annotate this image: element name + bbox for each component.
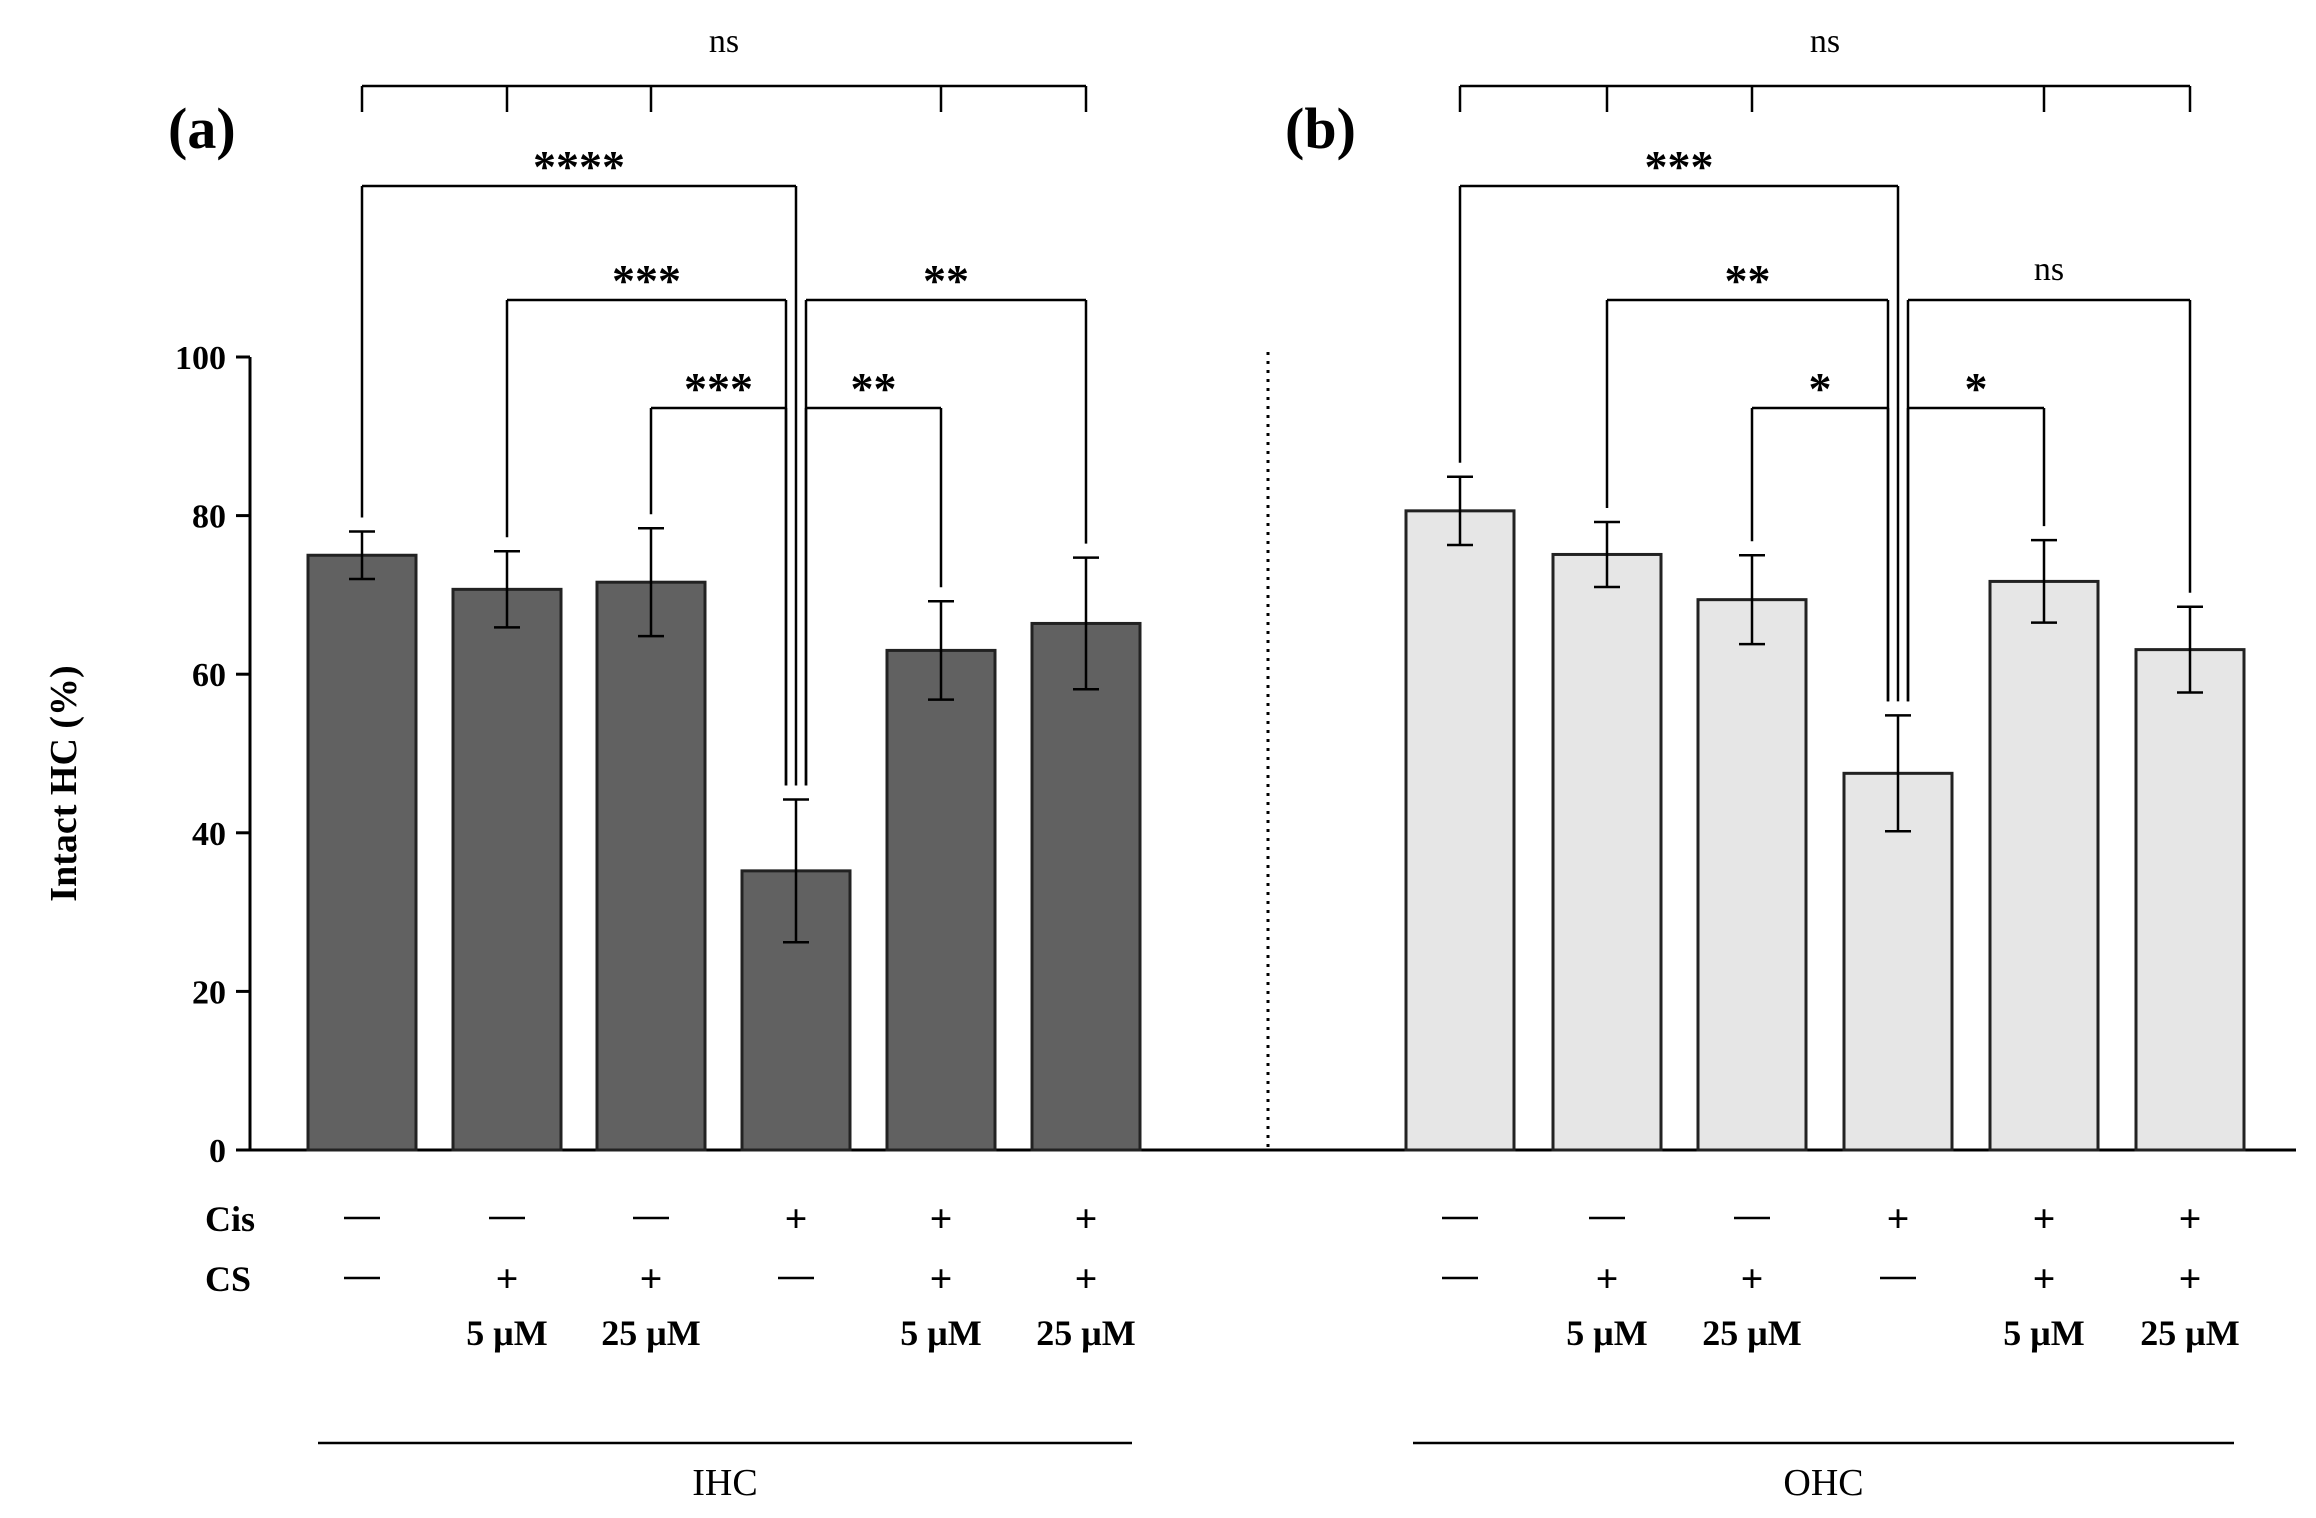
- labels: Cis CS (a) +5 μM +25 μM + + +5 μM + +25 μM IHC (b) +…: [168, 96, 2240, 1504]
- significance-label: *: [1809, 363, 1832, 414]
- panel-label: (b): [1285, 96, 1356, 161]
- y-tick-label: 40: [192, 816, 226, 853]
- cis-symbol-plus: +: [1075, 1196, 1098, 1241]
- concentration-label: 5 μM: [2003, 1313, 2084, 1353]
- axes: 0 20 40 60 80 100 Intact HC (%): [43, 340, 2296, 1170]
- significance-label: ***: [612, 255, 681, 306]
- concentration-label: 5 μM: [466, 1313, 547, 1353]
- bar: [885, 648, 997, 1152]
- significance-label: ns: [1810, 23, 1840, 60]
- bar: [2134, 648, 2246, 1152]
- cs-symbol-plus: +: [1741, 1256, 1764, 1301]
- y-tick-label: 60: [192, 657, 226, 694]
- cs-symbol-plus: +: [930, 1256, 953, 1301]
- cs-symbol-plus: +: [2179, 1256, 2202, 1301]
- row-label-cis: Cis: [205, 1199, 255, 1239]
- concentration-label: 25 μM: [1036, 1313, 1135, 1353]
- bar: [1551, 552, 1663, 1152]
- bar: [1842, 771, 1954, 1152]
- cis-symbol-plus: +: [930, 1196, 953, 1241]
- significance-label: ns: [2034, 251, 2064, 288]
- bar: [1030, 621, 1142, 1152]
- bar: [451, 587, 563, 1152]
- significance-label: *: [1965, 363, 1988, 414]
- cs-symbol-plus: +: [2033, 1256, 2056, 1301]
- cis-symbol-plus: +: [2033, 1196, 2056, 1241]
- y-tick-label: 20: [192, 974, 226, 1011]
- y-axis-label: Intact HC (%): [43, 665, 85, 901]
- concentration-label: 25 μM: [601, 1313, 700, 1353]
- y-tick-label: 80: [192, 499, 226, 536]
- significance-label: ns: [709, 23, 739, 60]
- bar: [1696, 598, 1808, 1152]
- bar: [306, 553, 418, 1152]
- cs-symbol-plus: +: [640, 1256, 663, 1301]
- cis-symbol-plus: +: [785, 1196, 808, 1241]
- bar: [1988, 579, 2100, 1152]
- significance-label: ***: [684, 363, 753, 414]
- cs-symbol-plus: +: [1075, 1256, 1098, 1301]
- significance-label: ***: [1645, 141, 1714, 192]
- significance-label: **: [1725, 255, 1771, 306]
- bar: [595, 580, 707, 1152]
- cs-symbol-plus: +: [496, 1256, 519, 1301]
- significance-brackets: ns********** ****ns****** *ns: [360, 23, 2192, 786]
- significance-label: **: [923, 255, 969, 306]
- panel-label: (a): [168, 96, 236, 161]
- significance-label: **: [851, 363, 897, 414]
- group-label: IHC: [692, 1462, 757, 1504]
- y-tick-label: 100: [175, 340, 226, 377]
- concentration-label: 25 μM: [2140, 1313, 2239, 1353]
- cs-symbol-plus: +: [1596, 1256, 1619, 1301]
- row-label-cs: CS: [205, 1259, 251, 1299]
- cis-symbol-plus: +: [2179, 1196, 2202, 1241]
- concentration-label: 25 μM: [1702, 1313, 1801, 1353]
- significance-label: ****: [533, 141, 625, 192]
- concentration-label: 5 μM: [900, 1313, 981, 1353]
- cis-symbol-plus: +: [1887, 1196, 1910, 1241]
- y-tick-label: 0: [209, 1133, 226, 1170]
- concentration-label: 5 μM: [1566, 1313, 1647, 1353]
- bar: [1404, 509, 1516, 1152]
- group-label: OHC: [1783, 1462, 1863, 1504]
- bars: [306, 475, 2246, 1152]
